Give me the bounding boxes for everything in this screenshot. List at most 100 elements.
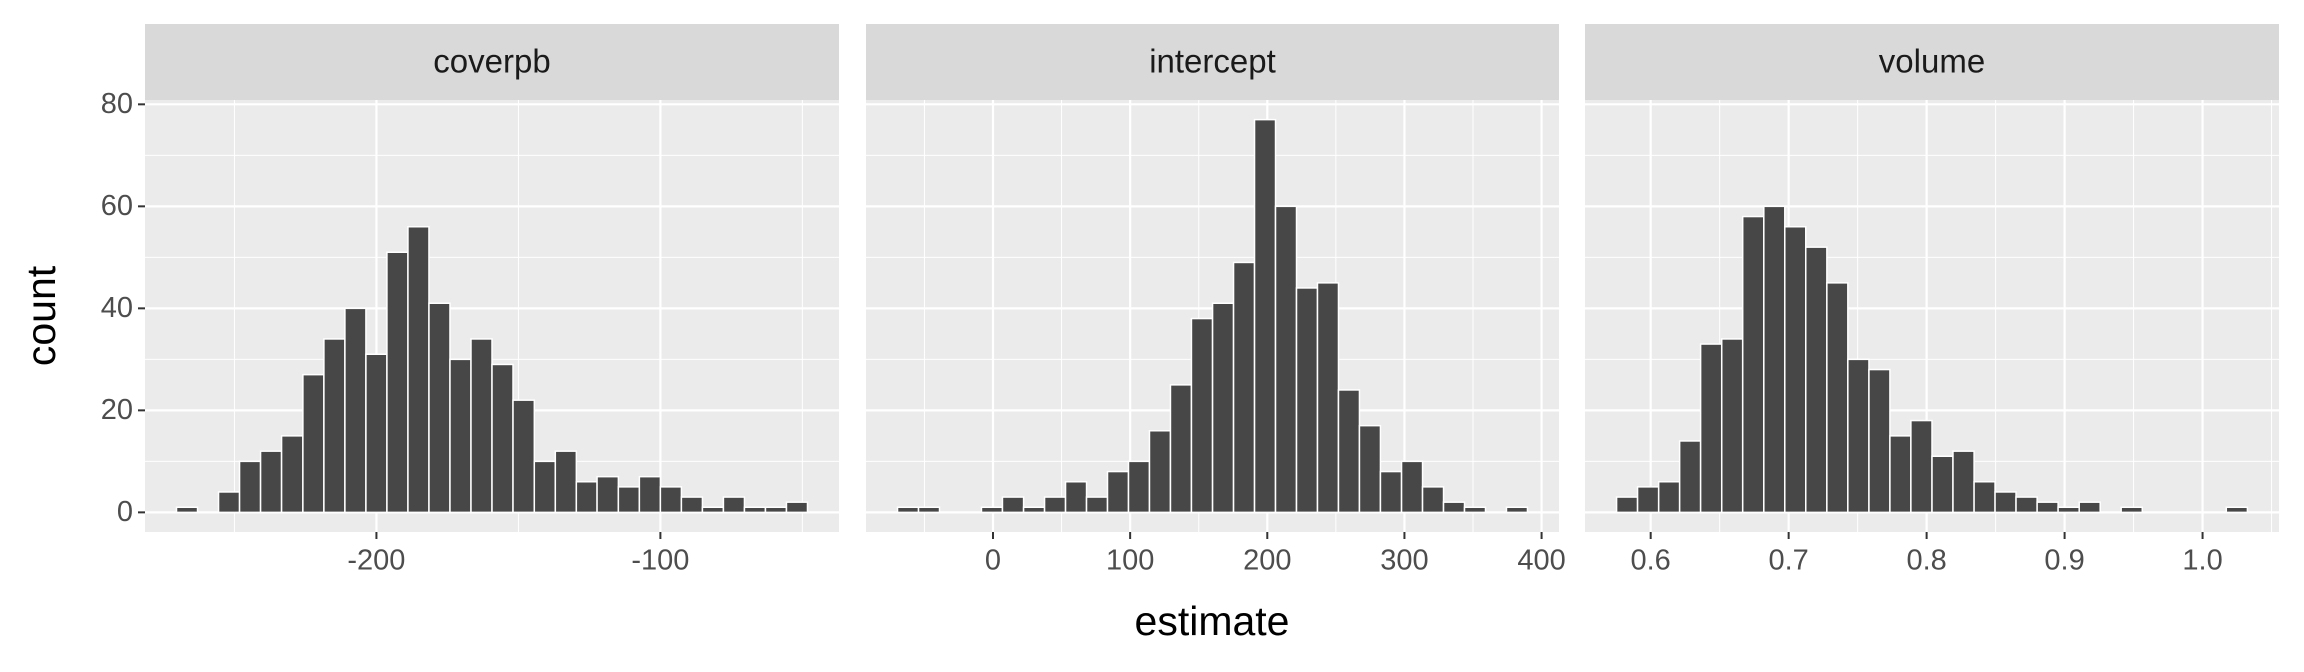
y-tick-label: 80: [101, 88, 133, 120]
bar: [470, 338, 493, 514]
bar: [491, 363, 514, 514]
bar: [2120, 506, 2144, 514]
bar: [1337, 389, 1361, 514]
y-tick-label: 40: [101, 292, 133, 324]
bar: [533, 460, 557, 514]
bar: [1421, 486, 1445, 514]
bar: [680, 496, 704, 514]
bar: [785, 501, 809, 514]
bar: [428, 302, 451, 514]
bar: [896, 506, 920, 514]
strip: [1585, 24, 2279, 100]
bar: [596, 475, 620, 514]
bar: [1678, 440, 1702, 514]
bar: [344, 307, 367, 514]
bar: [1657, 481, 1681, 514]
bar: [175, 506, 199, 514]
bar: [217, 491, 241, 514]
x-tick-label: 400: [1517, 545, 1565, 577]
bar: [1358, 424, 1382, 514]
bar: [638, 475, 662, 514]
strip: [145, 24, 839, 100]
bar: [1615, 496, 1639, 514]
bar: [449, 358, 472, 514]
bar: [512, 399, 536, 514]
bar: [701, 506, 725, 514]
x-tick-label: 100: [1106, 545, 1154, 577]
bar: [1001, 496, 1025, 514]
bar: [1784, 225, 1807, 514]
bar: [917, 506, 941, 514]
bar: [1505, 506, 1529, 514]
bar: [1741, 215, 1765, 514]
y-tick-label: 20: [101, 394, 133, 426]
x-tick-label: 0.7: [1768, 545, 1808, 577]
bar: [1232, 261, 1256, 514]
bar: [1952, 450, 1975, 514]
bar: [617, 486, 641, 514]
bar: [2036, 501, 2059, 514]
bar: [722, 496, 746, 514]
bar: [1022, 506, 1046, 514]
x-tick-label: 0.9: [2044, 545, 2084, 577]
bar: [1636, 486, 1660, 514]
bar: [1316, 282, 1340, 514]
bar: [259, 450, 283, 514]
bar: [1699, 343, 1723, 514]
bar: [365, 353, 388, 514]
y-tick-label: 60: [101, 190, 133, 222]
bar: [323, 338, 346, 514]
y-tick-label: 0: [117, 496, 133, 528]
bar: [1442, 501, 1466, 514]
bar: [407, 225, 430, 514]
bar: [1148, 430, 1172, 514]
bar: [575, 481, 598, 514]
bar: [1211, 302, 1235, 514]
bar: [1169, 384, 1193, 514]
bar: [238, 460, 262, 514]
strip-title: intercept: [1149, 43, 1276, 80]
bar: [1085, 496, 1109, 514]
x-tick-label: 300: [1380, 545, 1428, 577]
bar: [1973, 481, 1996, 514]
bar: [743, 506, 767, 514]
bar: [1064, 481, 1088, 514]
x-tick-label: -200: [347, 545, 405, 577]
x-tick-label: 200: [1243, 545, 1291, 577]
bar: [1763, 205, 1786, 514]
bar: [302, 373, 325, 514]
x-tick-label: 0.6: [1631, 545, 1671, 577]
bar: [1043, 496, 1067, 514]
bar: [1889, 435, 1912, 514]
bar: [1295, 287, 1319, 514]
bar: [2078, 501, 2101, 514]
bar: [2015, 496, 2038, 514]
x-tick-label: 0.8: [1906, 545, 1946, 577]
bar: [1379, 470, 1403, 514]
bar: [659, 486, 683, 514]
bar: [980, 506, 1004, 514]
bar: [1826, 282, 1849, 514]
x-tick-label: -100: [631, 545, 689, 577]
strip-title: volume: [1879, 43, 1985, 80]
bar: [1106, 470, 1130, 514]
bar: [1253, 118, 1277, 514]
bar: [1463, 506, 1487, 514]
strip-title: coverpb: [433, 43, 550, 80]
bar: [1931, 455, 1954, 514]
bar: [764, 506, 788, 514]
bar: [1190, 317, 1214, 514]
bar: [1994, 491, 2017, 514]
bar: [1805, 246, 1828, 514]
bar: [1720, 338, 1744, 514]
bar: [1274, 205, 1298, 514]
bar: [2057, 506, 2080, 514]
y-axis-title: count: [18, 265, 64, 366]
bar: [1400, 460, 1424, 514]
x-axis-title: estimate: [1135, 598, 1290, 644]
strip: [866, 24, 1559, 100]
bar: [280, 435, 304, 514]
bar: [2225, 506, 2249, 514]
